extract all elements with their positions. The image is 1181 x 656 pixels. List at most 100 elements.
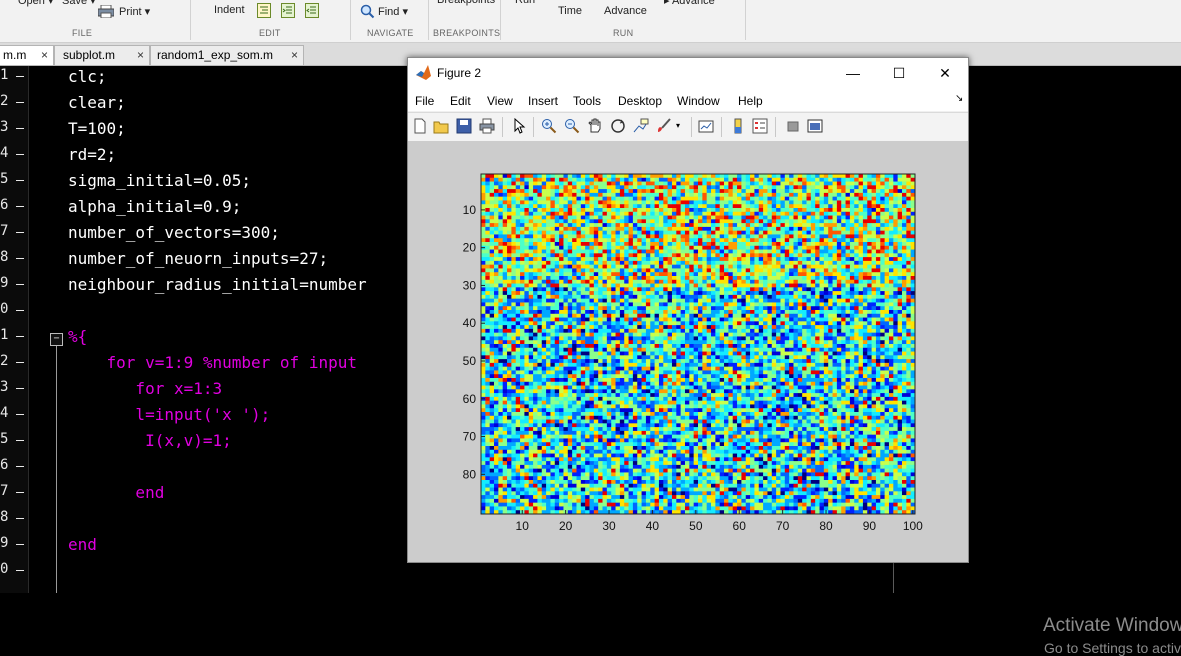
run-and-time-button[interactable]: Time xyxy=(558,5,582,17)
menu-desktop[interactable]: Desktop xyxy=(618,94,662,108)
increase-indent-icon[interactable] xyxy=(281,3,295,18)
run-button[interactable]: Run xyxy=(515,0,535,6)
breakpoint-dash[interactable] xyxy=(16,76,24,77)
code-line[interactable]: for x=1:3 xyxy=(68,379,222,398)
heatmap-cell xyxy=(481,250,486,254)
heatmap-cell xyxy=(759,253,764,257)
code-line[interactable]: rd=2; xyxy=(68,145,116,164)
figure-window[interactable]: Figure 2 — ☐ ✕ File Edit View Insert Too… xyxy=(407,57,969,563)
code-line[interactable]: T=100; xyxy=(68,119,126,138)
new-figure-icon[interactable] xyxy=(412,118,428,134)
heatmap-cell xyxy=(724,257,729,261)
breakpoint-dash[interactable] xyxy=(16,518,24,519)
tab-m[interactable]: m.m × xyxy=(0,45,54,65)
code-line[interactable]: clear; xyxy=(68,93,126,112)
heatmap-cell xyxy=(737,352,742,356)
tab-subplot[interactable]: subplot.m × xyxy=(54,45,150,65)
colorbar-icon[interactable] xyxy=(730,118,746,134)
brush-dropdown-icon[interactable]: ▾ xyxy=(676,118,684,134)
breakpoint-dash[interactable] xyxy=(16,284,24,285)
heatmap-cell xyxy=(698,223,703,227)
run-and-advance-button[interactable]: Advance xyxy=(604,5,647,17)
menu-tools[interactable]: Tools xyxy=(573,94,601,108)
hide-plot-tools-icon[interactable] xyxy=(785,118,801,134)
close-icon[interactable]: × xyxy=(291,46,298,65)
code-line[interactable]: for v=1:9 %number of input xyxy=(68,353,357,372)
tab-random1-exp-som[interactable]: random1_exp_som.m × xyxy=(150,45,304,65)
breakpoint-dash[interactable] xyxy=(16,180,24,181)
menu-file[interactable]: File xyxy=(415,94,434,108)
advance-button[interactable]: ▸ Advance xyxy=(664,0,715,7)
rotate-3d-icon[interactable] xyxy=(610,118,626,134)
edit-plot-arrow-icon[interactable] xyxy=(511,118,527,134)
breakpoint-dash[interactable] xyxy=(16,388,24,389)
breakpoint-dash[interactable] xyxy=(16,544,24,545)
close-icon[interactable]: × xyxy=(137,46,144,65)
fold-toggle-icon[interactable]: − xyxy=(50,333,63,346)
menu-window[interactable]: Window xyxy=(677,94,720,108)
save-button[interactable]: Save ▾ xyxy=(62,0,96,7)
breakpoint-dash[interactable] xyxy=(16,440,24,441)
code-line[interactable]: l=input('x '); xyxy=(68,405,270,424)
code-line[interactable]: I(x,v)=1; xyxy=(68,431,232,450)
pan-hand-icon[interactable] xyxy=(587,118,603,134)
breakpoint-dash[interactable] xyxy=(16,362,24,363)
heatmap-cell xyxy=(520,265,525,269)
code-line[interactable]: number_of_vectors=300; xyxy=(68,223,280,242)
brush-icon[interactable] xyxy=(656,118,672,134)
breakpoint-dash[interactable] xyxy=(16,206,24,207)
find-button[interactable]: Find ▾ xyxy=(378,5,408,18)
menu-view[interactable]: View xyxy=(487,94,513,108)
show-plot-tools-icon[interactable] xyxy=(807,118,823,134)
breakpoint-dash[interactable] xyxy=(16,258,24,259)
code-line[interactable]: sigma_initial=0.05; xyxy=(68,171,251,190)
breakpoint-dash[interactable] xyxy=(16,466,24,467)
breakpoint-dash[interactable] xyxy=(16,414,24,415)
heatmap-cell xyxy=(559,310,564,314)
zoom-in-icon[interactable] xyxy=(541,118,557,134)
breakpoint-dash[interactable] xyxy=(16,492,24,493)
code-line[interactable]: neighbour_radius_initial=number xyxy=(68,275,367,294)
breakpoint-dash[interactable] xyxy=(16,570,24,571)
breakpoints-button[interactable]: Breakpoints xyxy=(437,0,495,6)
maximize-button[interactable]: ☐ xyxy=(876,60,922,86)
zoom-out-icon[interactable] xyxy=(564,118,580,134)
close-button[interactable]: ✕ xyxy=(922,60,968,86)
code-line[interactable]: number_of_neuorn_inputs=27; xyxy=(68,249,328,268)
code-line[interactable]: %{ xyxy=(68,327,87,346)
menu-edit[interactable]: Edit xyxy=(450,94,471,108)
breakpoint-dash[interactable] xyxy=(16,336,24,337)
heatmap-cell xyxy=(550,208,555,212)
legend-icon[interactable] xyxy=(752,118,768,134)
link-plot-icon[interactable] xyxy=(698,118,714,134)
decrease-indent-icon[interactable] xyxy=(305,3,319,18)
print-figure-icon[interactable] xyxy=(479,118,495,134)
minimize-button[interactable]: — xyxy=(830,60,876,86)
breakpoint-dash[interactable] xyxy=(16,128,24,129)
code-line[interactable]: alpha_initial=0.9; xyxy=(68,197,241,216)
code-line[interactable]: clc; xyxy=(68,67,107,86)
breakpoint-dash[interactable] xyxy=(16,232,24,233)
open-button[interactable]: Open ▾ xyxy=(18,0,54,7)
heatmap-cell xyxy=(737,295,742,299)
close-icon[interactable]: × xyxy=(41,46,48,65)
heatmap-cell xyxy=(485,333,490,337)
menu-help[interactable]: Help xyxy=(738,94,763,108)
heatmap-cell xyxy=(620,325,625,329)
breakpoint-dash[interactable] xyxy=(16,102,24,103)
open-file-icon[interactable] xyxy=(433,118,449,134)
dock-arrow-icon[interactable]: ↘ xyxy=(955,93,963,104)
data-cursor-icon[interactable] xyxy=(633,118,649,134)
smart-indent-icon[interactable] xyxy=(257,3,271,18)
figure-titlebar[interactable]: Figure 2 — ☐ ✕ xyxy=(408,58,968,88)
code-line[interactable]: end xyxy=(68,483,164,502)
breakpoint-dash[interactable] xyxy=(16,310,24,311)
breakpoint-dash[interactable] xyxy=(16,154,24,155)
save-figure-icon[interactable] xyxy=(456,118,472,134)
code-line[interactable]: end xyxy=(68,535,97,554)
heatmap-cell xyxy=(529,306,534,310)
print-button[interactable]: Print ▾ xyxy=(119,5,150,18)
menu-insert[interactable]: Insert xyxy=(528,94,558,108)
